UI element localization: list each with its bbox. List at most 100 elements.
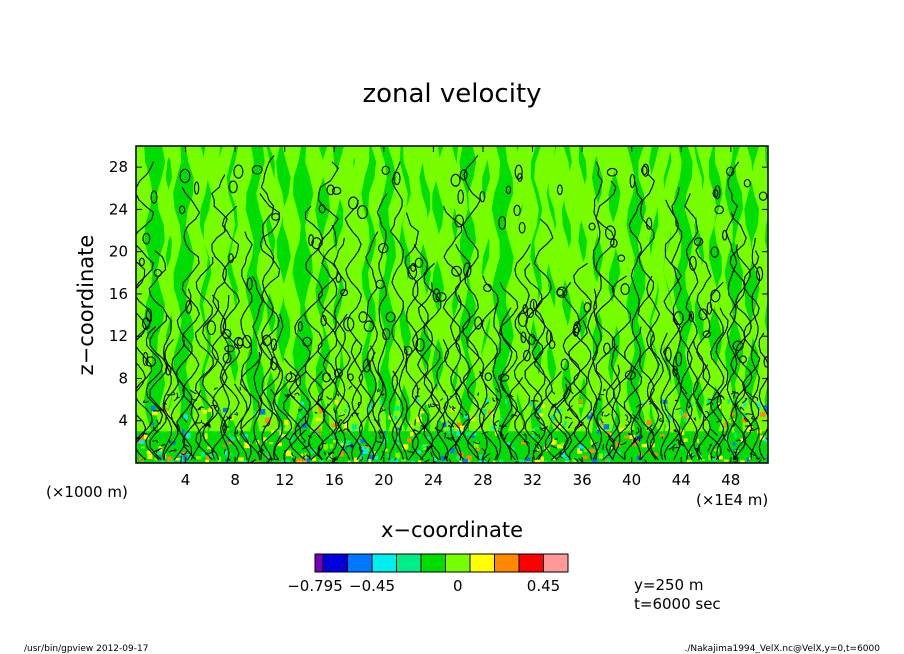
contour-loop — [642, 163, 650, 177]
contour-line — [136, 260, 147, 444]
turbulence-cell — [695, 460, 698, 463]
turbulence-cell — [207, 408, 214, 412]
x-axis-title: x−coordinate — [381, 518, 523, 542]
contour-fragment — [477, 392, 480, 396]
contour-fragment — [247, 458, 251, 463]
contour-fragment — [652, 404, 658, 411]
contour-fragment — [223, 449, 227, 455]
turbulence-cell — [543, 460, 548, 463]
turbulence-cell — [279, 427, 282, 431]
contour-fragment — [631, 438, 636, 444]
turbulence-cell — [660, 399, 665, 403]
contour-line — [637, 174, 656, 461]
contour-fragment — [365, 444, 369, 447]
contour-line — [321, 224, 338, 461]
turbulence-cell — [765, 457, 768, 460]
contour-loop — [698, 308, 708, 321]
contour-fragment — [602, 444, 604, 450]
turbulence-cell — [680, 429, 685, 435]
contour-loop — [179, 168, 191, 184]
contour-loop — [382, 327, 391, 341]
turbulence-cell — [519, 459, 524, 463]
contour-line — [679, 313, 693, 460]
contour-fragment — [744, 424, 753, 427]
contour-line — [462, 155, 481, 460]
turbulence-cell — [731, 426, 735, 433]
contour-loop — [712, 189, 719, 198]
contour-loop — [664, 347, 672, 362]
turbulence-cell — [669, 426, 675, 433]
contour-loop — [410, 263, 417, 272]
turbulence-cell — [264, 417, 271, 424]
contour-line — [568, 320, 588, 460]
turbulence-cell — [205, 455, 210, 460]
contour-fragment — [359, 456, 364, 462]
contour-loop — [572, 324, 580, 337]
y-tick-label: 8 — [118, 369, 128, 387]
contour-loop — [546, 329, 552, 345]
contour-loop — [358, 311, 368, 323]
contour-fragment — [709, 428, 718, 436]
turbulence-cell — [417, 450, 421, 454]
contour-loop — [375, 279, 386, 289]
contour-line — [725, 161, 740, 461]
contour-loop — [645, 217, 653, 230]
turbulence-cell — [727, 399, 731, 404]
contour-loop — [308, 234, 315, 246]
contour-fragment — [534, 415, 540, 420]
turbulence-cell — [360, 449, 363, 456]
contour-line — [646, 275, 661, 461]
contour-fragment — [677, 440, 686, 447]
contour-line — [344, 199, 363, 461]
contour-fragment — [194, 419, 203, 424]
turbulence-cell — [606, 459, 611, 463]
turbulence-cell — [564, 455, 569, 462]
light-velocity-band — [435, 146, 461, 432]
contour-loop — [414, 257, 424, 268]
contour-fragment — [757, 458, 762, 463]
turbulence-cell — [175, 458, 180, 461]
turbulence-cell — [479, 460, 486, 463]
contour-fragment — [505, 394, 514, 398]
contour-fragment — [472, 441, 481, 445]
contour-fragment — [424, 445, 433, 453]
contour-loop — [242, 334, 252, 349]
contour-line — [670, 187, 683, 461]
turbulence-cell — [743, 400, 746, 407]
contour-loop — [165, 365, 172, 376]
contour-fragment — [708, 397, 716, 401]
turbulence-cell — [733, 418, 736, 424]
contour-loop — [407, 264, 418, 280]
turbulence-cell — [488, 410, 491, 415]
contour-fragment — [597, 393, 605, 396]
contour-fragment — [538, 434, 541, 439]
contour-loop — [484, 372, 493, 382]
x-tick-label: 40 — [622, 471, 641, 489]
turbulence-cell — [150, 422, 154, 426]
turbulence-cell — [421, 428, 426, 432]
turbulence-cell — [564, 421, 567, 425]
contour-fragment — [696, 444, 700, 452]
contour-loop — [348, 196, 359, 210]
contour-fragment — [447, 425, 451, 428]
contour-loop — [763, 356, 768, 368]
contour-loop — [756, 266, 764, 282]
turbulence-cell — [362, 449, 369, 454]
contour-loop — [285, 372, 297, 383]
turbulence-cell — [416, 416, 422, 422]
contour-fragment — [450, 395, 454, 398]
turbulence-cell — [315, 427, 321, 431]
turbulence-cell — [517, 419, 523, 424]
turbulence-cell — [679, 410, 684, 415]
turbulence-cell — [718, 402, 721, 409]
contour-fragment — [338, 413, 346, 417]
turbulence-cell — [158, 462, 164, 463]
contour-loop — [357, 205, 368, 220]
turbulence-cell — [587, 415, 593, 420]
turbulence-cell — [534, 427, 540, 430]
contour-fragment — [677, 432, 681, 435]
contour-fragment — [644, 459, 648, 463]
turbulence-cell — [277, 442, 282, 447]
y-axis-title: z−coordinate — [74, 235, 98, 376]
turbulence-cell — [580, 447, 583, 451]
